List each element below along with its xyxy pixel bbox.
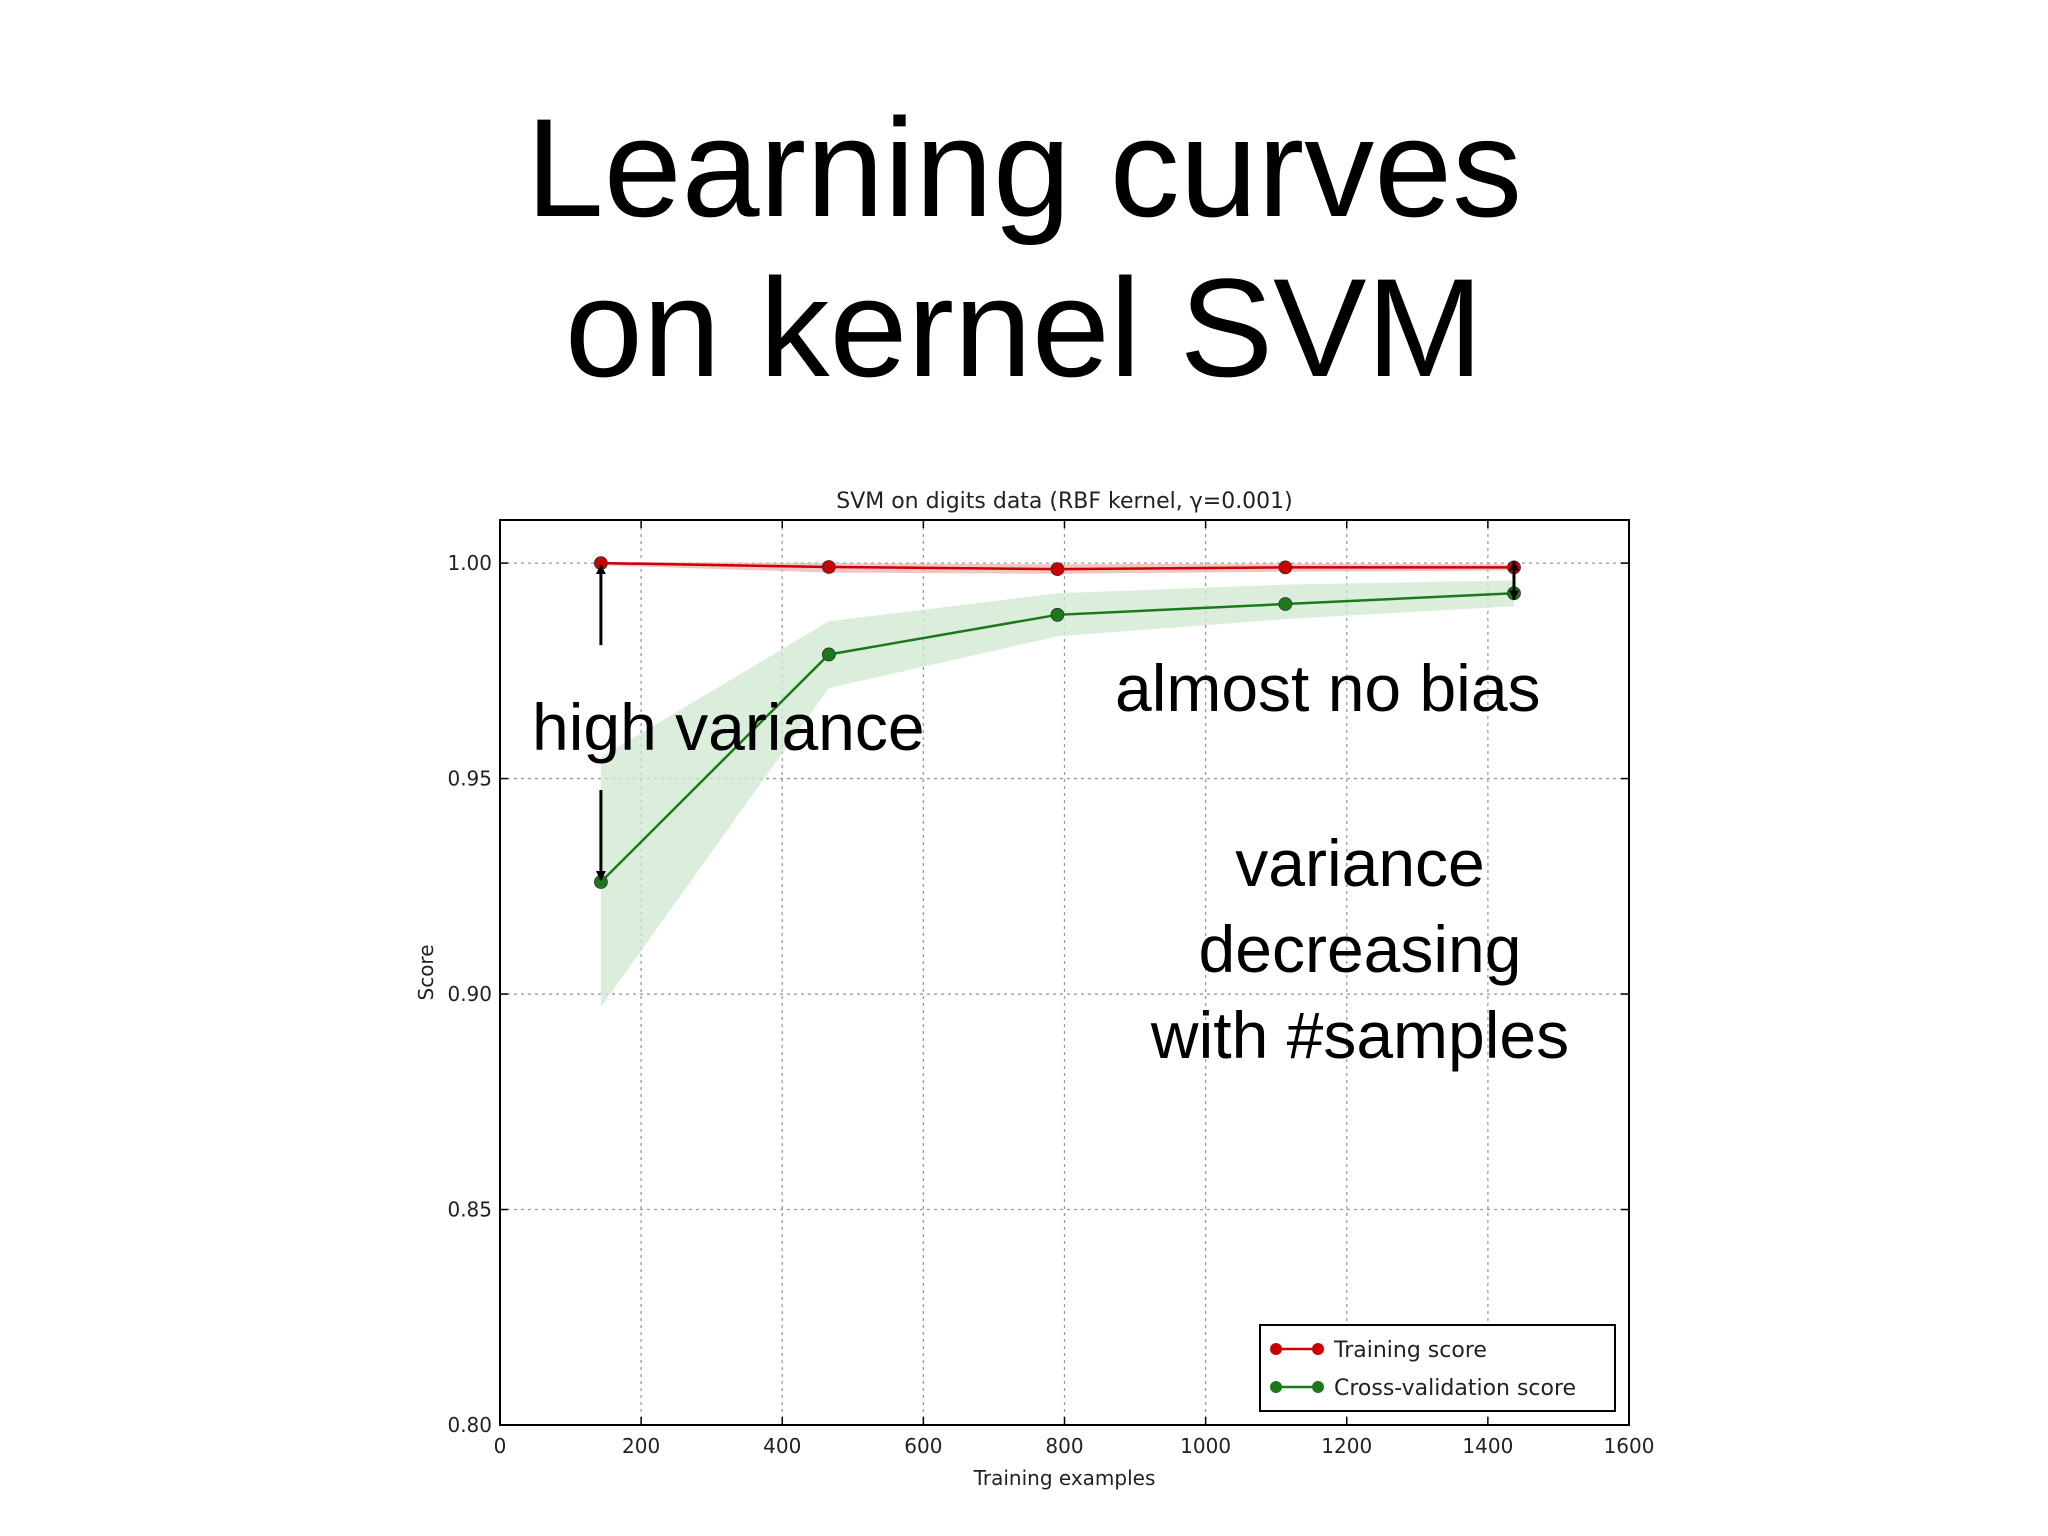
legend-marker-a-1 — [1270, 1381, 1282, 1393]
x-axis-label: Training examples — [973, 1466, 1156, 1490]
legend-marker-b-0 — [1312, 1343, 1324, 1355]
point-series-0-2 — [1050, 562, 1065, 577]
point-series-0-1 — [821, 560, 836, 574]
x-tick-label-1: 200 — [622, 1434, 660, 1458]
x-tick-label-7: 1400 — [1462, 1434, 1513, 1458]
y-axis-label: Score — [414, 944, 438, 1000]
y-tick-label-0: 0.80 — [447, 1413, 492, 1437]
point-series-1-2 — [1050, 607, 1065, 622]
legend-label-1: Cross-validation score — [1334, 1376, 1576, 1401]
annotation-almost-no-bias: almost no bias — [1115, 651, 1541, 725]
x-tick-label-8: 1600 — [1604, 1434, 1655, 1458]
point-series-1-1 — [821, 647, 836, 662]
slide-title: Learning curves on kernel SVM — [0, 88, 2048, 408]
annotation-variance-line-1: variance — [1235, 826, 1485, 900]
x-tick-label-2: 400 — [763, 1434, 801, 1458]
x-tick-label-4: 800 — [1045, 1434, 1083, 1458]
annotation-variance-line-3: with #samples — [1150, 998, 1570, 1072]
x-tick-label-5: 1000 — [1180, 1434, 1231, 1458]
legend-box — [1259, 1324, 1616, 1412]
point-series-1-3 — [1278, 597, 1293, 611]
y-tick-label-4: 1.00 — [447, 551, 492, 575]
legend: Training score Cross-validation score — [1259, 1324, 1616, 1412]
band-series-1 — [600, 580, 1514, 1007]
annotation-variance-line-2: decreasing — [1198, 912, 1522, 986]
slide-title-line-2: on kernel SVM — [564, 249, 1484, 406]
y-tick-label-1: 0.85 — [447, 1198, 492, 1222]
point-series-0-3 — [1278, 560, 1293, 575]
legend-marker-b-1 — [1312, 1381, 1324, 1393]
chart-title: SVM on digits data (RBF kernel, γ=0.001) — [836, 489, 1293, 514]
y-tick-label-2: 0.90 — [447, 982, 492, 1006]
slide-title-line-1: Learning curves — [525, 89, 1523, 246]
annotation-high-variance: high variance — [532, 690, 925, 764]
x-tick-label-0: 0 — [494, 1434, 507, 1458]
legend-marker-a-0 — [1270, 1343, 1282, 1355]
x-tick-label-3: 600 — [904, 1434, 942, 1458]
legend-label-0: Training score — [1333, 1338, 1487, 1363]
annotation-variance-decreasing: variance decreasing with #samples — [1120, 820, 1600, 1078]
x-tick-label-6: 1200 — [1321, 1434, 1372, 1458]
y-tick-label-3: 0.95 — [447, 767, 492, 791]
